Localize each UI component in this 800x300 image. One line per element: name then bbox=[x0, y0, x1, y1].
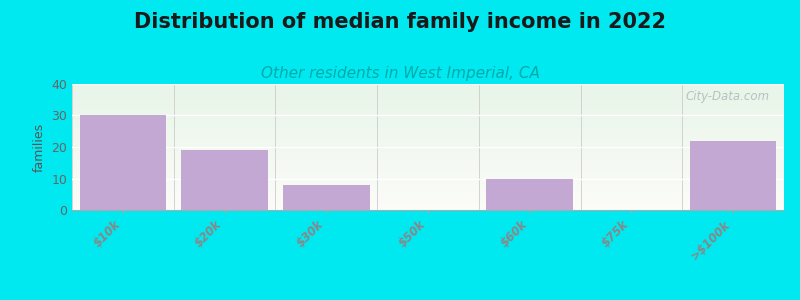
Bar bbox=[690, 141, 776, 210]
Text: City-Data.com: City-Data.com bbox=[686, 90, 770, 103]
Bar bbox=[80, 116, 166, 210]
Bar bbox=[283, 185, 370, 210]
Bar bbox=[182, 150, 268, 210]
Bar bbox=[486, 178, 573, 210]
Text: Other residents in West Imperial, CA: Other residents in West Imperial, CA bbox=[261, 66, 539, 81]
Text: Distribution of median family income in 2022: Distribution of median family income in … bbox=[134, 12, 666, 32]
Y-axis label: families: families bbox=[33, 122, 46, 172]
